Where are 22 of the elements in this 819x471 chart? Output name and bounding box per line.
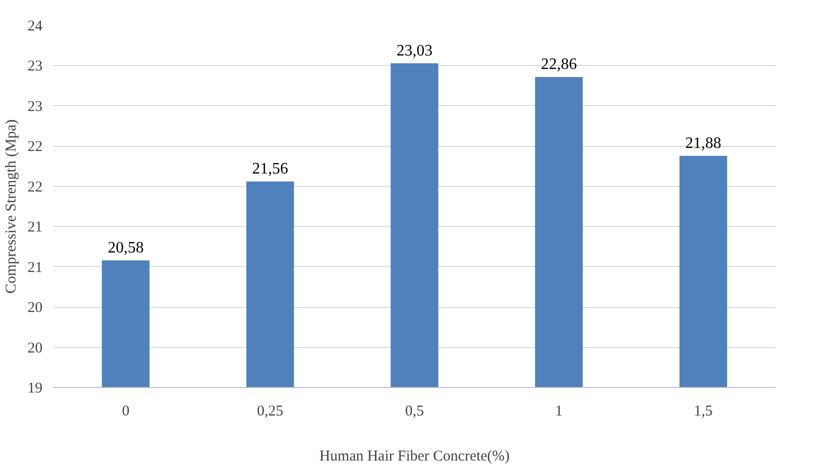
y-tick-label: 20 — [28, 300, 42, 316]
y-tick-label: 23 — [28, 98, 42, 115]
y-tick-label: 24 — [28, 18, 43, 34]
data-label: 21,88 — [685, 134, 722, 152]
y-axis-title: Compressive Strength (Mpa) — [4, 119, 20, 294]
x-tick-label: 1,5 — [694, 404, 713, 420]
y-tick-label: 20 — [28, 340, 42, 356]
data-label: 23,03 — [396, 42, 432, 60]
y-tick-label: 22 — [28, 139, 42, 156]
x-tick-label: 0,25 — [256, 404, 284, 420]
x-axis-title: Human Hair Fiber Concrete(%) — [319, 448, 510, 464]
y-tick-label: 21 — [28, 220, 42, 236]
y-tick-label: 22 — [28, 179, 42, 196]
x-tick-label: 1 — [555, 404, 563, 420]
y-tick-label: 23 — [28, 58, 42, 75]
x-tick-label: 0 — [122, 404, 130, 420]
x-tick-label: 0,5 — [405, 404, 424, 420]
data-label: 21,56 — [252, 160, 288, 178]
data-label: 22,86 — [540, 56, 577, 73]
y-tick-label: 19 — [28, 380, 42, 396]
y-tick-label: 21 — [28, 260, 42, 276]
data-label: 20,58 — [108, 239, 144, 256]
